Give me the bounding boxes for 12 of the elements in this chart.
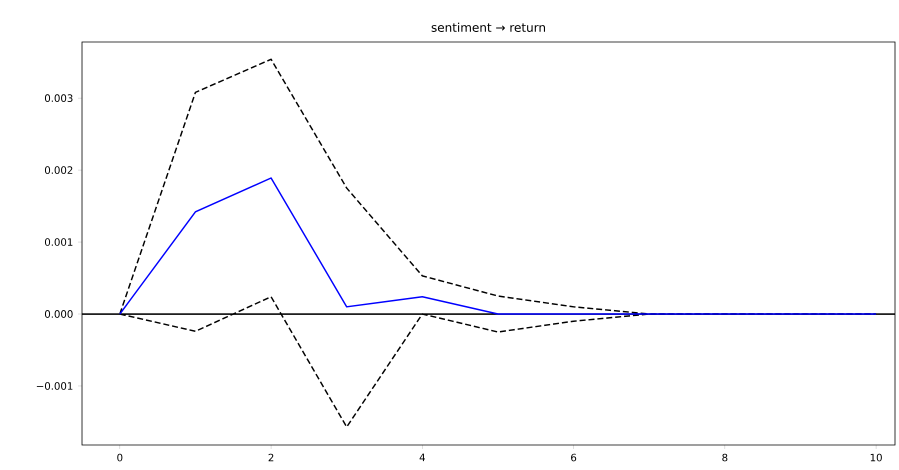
x-tick-label: 10 [870, 454, 882, 462]
y-tick-label: 0.003 [44, 94, 72, 102]
y-tick-label: 0.002 [44, 166, 72, 174]
x-tick-label: 6 [571, 454, 576, 462]
chart-title: sentiment → return [432, 22, 546, 32]
y-tick-label: 0.001 [44, 238, 72, 246]
x-tick-label: 4 [420, 454, 425, 462]
x-tick-label: 2 [268, 454, 274, 462]
x-tick-label: 8 [722, 454, 728, 462]
y-tick-label: 0.000 [44, 310, 73, 318]
y-tick-label: −0.001 [36, 382, 72, 390]
x-tick-label: 0 [117, 454, 122, 462]
